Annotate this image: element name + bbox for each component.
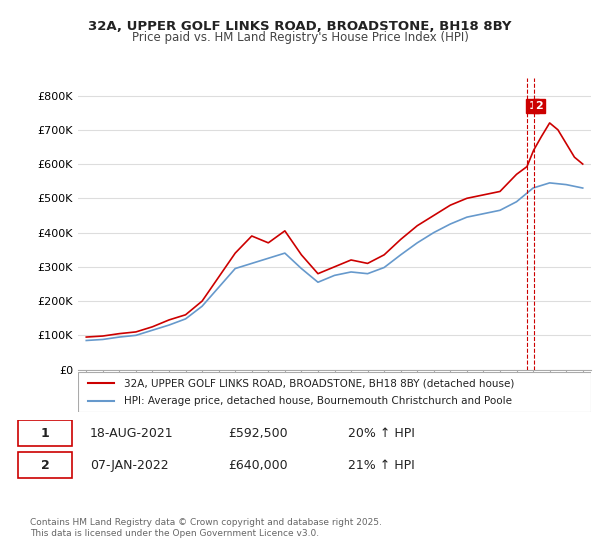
Text: 20% ↑ HPI: 20% ↑ HPI xyxy=(348,427,415,440)
Text: 32A, UPPER GOLF LINKS ROAD, BROADSTONE, BH18 8BY (detached house): 32A, UPPER GOLF LINKS ROAD, BROADSTONE, … xyxy=(124,379,515,389)
Text: 21% ↑ HPI: 21% ↑ HPI xyxy=(348,459,415,472)
Text: 1: 1 xyxy=(529,101,536,111)
Text: 1: 1 xyxy=(41,427,49,440)
Text: HPI: Average price, detached house, Bournemouth Christchurch and Poole: HPI: Average price, detached house, Bour… xyxy=(124,395,512,405)
FancyBboxPatch shape xyxy=(18,420,72,446)
FancyBboxPatch shape xyxy=(78,372,591,412)
Text: Price paid vs. HM Land Registry's House Price Index (HPI): Price paid vs. HM Land Registry's House … xyxy=(131,31,469,44)
Text: 2: 2 xyxy=(535,101,543,111)
Text: Contains HM Land Registry data © Crown copyright and database right 2025.
This d: Contains HM Land Registry data © Crown c… xyxy=(30,518,382,538)
Text: £640,000: £640,000 xyxy=(228,459,287,472)
Text: 2: 2 xyxy=(41,459,49,472)
Text: £592,500: £592,500 xyxy=(228,427,287,440)
Text: 07-JAN-2022: 07-JAN-2022 xyxy=(90,459,169,472)
Text: 18-AUG-2021: 18-AUG-2021 xyxy=(90,427,173,440)
Text: 32A, UPPER GOLF LINKS ROAD, BROADSTONE, BH18 8BY: 32A, UPPER GOLF LINKS ROAD, BROADSTONE, … xyxy=(88,20,512,32)
FancyBboxPatch shape xyxy=(18,452,72,478)
